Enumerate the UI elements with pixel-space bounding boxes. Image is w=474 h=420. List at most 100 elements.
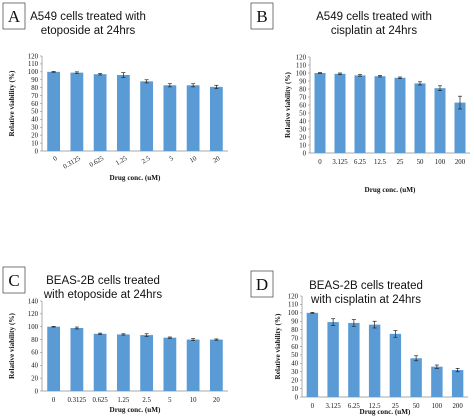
y-tick-label: 80 [31,337,38,344]
panel-a: A A549 cells treated with etoposide at 24h… [2,2,228,182]
x-tick-label: 25 [397,159,404,166]
y-tick-label: 50 [299,110,306,117]
chart-title-line-2: with cisplatin at 24hrs [310,294,421,306]
panel-letter: A [8,7,21,26]
chart-title-line-1: BEAS-2B cells treated [309,280,423,292]
panel-letter-box [2,2,26,30]
bar-50 [414,83,426,153]
y-tick-label: 70 [299,94,306,101]
y-tick-label: 20 [291,377,298,384]
y-tick-label: 40 [299,118,306,125]
bar-1.25 [116,334,130,391]
x-tick-label: 2.5 [141,155,152,166]
bar-5 [163,85,177,151]
y-tick-label: 0 [295,394,299,401]
bar-5 [163,337,177,391]
bar-12.5 [374,76,386,153]
y-axis-label: Relative viability (%) [8,70,16,136]
y-tick-label: 50 [31,109,38,116]
x-tick-label: 5 [168,397,172,404]
x-tick-label: 100 [435,159,446,166]
y-tick-label: 100 [296,70,307,77]
y-tick-label: 30 [31,125,38,132]
y-tick-label: 100 [28,324,39,331]
y-tick-label: 40 [31,363,38,370]
y-tick-label: 70 [291,335,298,342]
y-tick-label: 50 [291,352,298,359]
y-tick-label: 0 [35,148,39,155]
x-tick-label: 20 [212,155,222,165]
chart-title-line-1: A549 cells treated with [316,11,432,23]
chart-title-line-1: A549 cells treated with [30,11,146,23]
x-tick-label: 50 [413,403,420,410]
x-tick-label: 12.5 [369,403,381,410]
y-tick-label: 0 [303,150,307,157]
y-tick-label: 90 [31,77,38,84]
panel-c: C BEAS-2B cells treated with etoposide at … [2,266,228,414]
x-tick-label: 0 [318,159,322,166]
bar-10 [186,339,200,391]
bar-200 [454,102,466,153]
bar-25 [394,77,406,153]
bar-0.625 [93,333,107,391]
y-tick-label: 70 [31,93,38,100]
y-axis-label: Relative viability (%) [284,71,292,137]
panel-d: D BEAS-2B cells treated with cisplatin at … [250,270,468,416]
x-axis-label: Drug conc. (uM) [365,186,417,194]
x-tick-label: 3.125 [325,403,341,410]
panel-letter-box [250,270,274,298]
y-axis-label: Relative viability (%) [8,312,16,378]
x-tick-label: 0 [52,397,56,404]
x-tick-label: 3.125 [332,159,348,166]
x-axis-label: Drug conc. (uM) [360,408,412,416]
y-tick-label: 10 [31,140,38,147]
bar-200 [451,370,464,397]
y-tick-label: 30 [299,126,306,133]
bar-10 [186,85,200,151]
y-tick-label: 20 [31,375,38,382]
x-tick-label: 50 [417,159,424,166]
x-tick-label: 1.25 [117,397,129,404]
bar-0 [306,312,319,397]
bar-2.5 [140,81,154,151]
x-tick-label: 0.625 [92,397,108,404]
x-tick-label: 6.25 [354,159,366,166]
x-tick-label: 10 [190,397,197,404]
chart-title-line-2: with etoposide at 24hrs [43,289,163,301]
y-tick-label: 30 [291,369,298,376]
x-tick-label: 0.3125 [68,397,87,404]
panel-b: B A549 cells treated with cisplatin at 24h… [250,2,470,194]
bar-3.125 [334,73,346,153]
panel-letter-box [2,266,26,294]
y-tick-label: 110 [296,62,307,69]
bar-20 [209,86,223,151]
bar-100 [431,366,443,397]
y-tick-label: 100 [28,69,39,76]
chart-title-line-1: BEAS-2B cells treated [46,275,160,287]
y-tick-label: 40 [31,117,38,124]
bar-6.25 [348,322,360,397]
x-tick-label: 6.25 [348,403,360,410]
bar-3.125 [327,322,339,397]
x-tick-label: 5 [168,155,175,163]
y-tick-label: 0 [35,388,39,395]
y-tick-label: 110 [288,302,299,309]
y-tick-label: 90 [299,78,306,85]
bar-0.625 [93,74,107,151]
y-tick-label: 60 [291,344,298,351]
bar-0.3125 [70,72,84,151]
y-tick-label: 60 [31,101,38,108]
x-axis-label: Drug conc. (uM) [110,406,162,414]
bar-20 [209,339,223,391]
x-tick-label: 0 [52,155,59,163]
panel-letter: B [256,7,267,26]
y-tick-label: 60 [31,350,38,357]
y-tick-label: 110 [28,61,39,68]
y-tick-label: 20 [299,134,306,141]
x-tick-label: 200 [455,159,466,166]
y-tick-label: 60 [299,102,306,109]
y-tick-label: 100 [288,310,299,317]
x-tick-label: 0.625 [88,155,105,169]
panel-letter: C [8,271,19,290]
bar-0 [47,71,61,151]
